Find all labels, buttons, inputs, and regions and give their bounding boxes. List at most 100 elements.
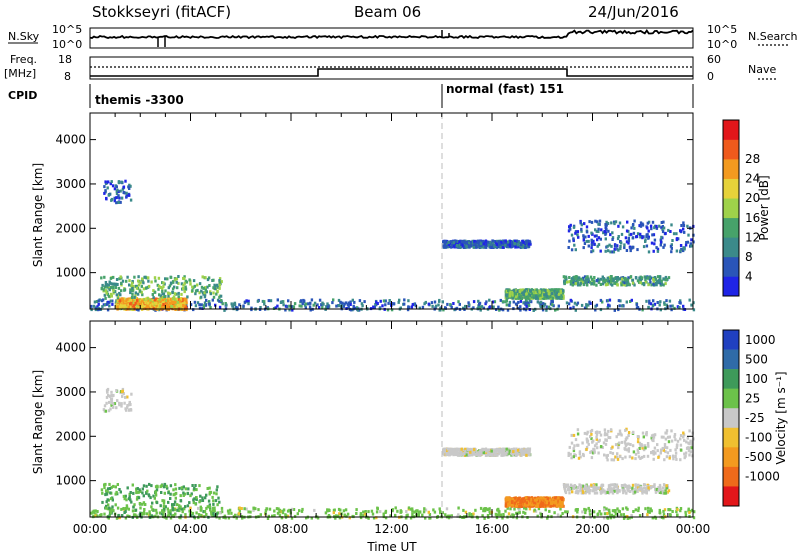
scatter-cell xyxy=(100,276,103,280)
scatter-cell xyxy=(183,277,186,281)
scatter-cell xyxy=(108,304,111,308)
scatter-cell xyxy=(109,292,113,296)
scatter-cell xyxy=(427,510,430,514)
scatter-cell xyxy=(566,280,569,284)
scatter-cell xyxy=(574,230,578,234)
scatter-cell xyxy=(502,242,506,246)
scatter-cell xyxy=(324,511,328,515)
scatter-cell xyxy=(104,506,108,510)
scatter-cell xyxy=(141,491,144,495)
scatter-cell xyxy=(195,496,198,499)
scatter-cell xyxy=(564,491,568,495)
scatter-cell xyxy=(108,280,111,284)
scatter-cell xyxy=(121,389,124,393)
scatter-cell xyxy=(203,293,207,297)
scatter-cell xyxy=(508,303,511,307)
scatter-cell xyxy=(119,189,122,193)
scatter-cell xyxy=(524,243,527,247)
scatter-cell xyxy=(659,308,662,312)
scatter-cell xyxy=(513,242,516,245)
scatter-cell xyxy=(179,505,182,509)
scatter-cell xyxy=(631,236,635,240)
scatter-cell xyxy=(162,298,165,302)
scatter-cell xyxy=(126,297,129,301)
scatter-cell xyxy=(646,233,649,237)
scatter-cell xyxy=(169,492,172,496)
scatter-cell xyxy=(559,507,562,511)
scatter-cell xyxy=(649,280,652,284)
scatter-cell xyxy=(596,512,600,516)
scatter-cell xyxy=(411,514,414,518)
colorbar-block xyxy=(723,198,739,219)
scatter-cell xyxy=(103,404,107,408)
scatter-cell xyxy=(682,304,685,308)
scatter-cell xyxy=(159,286,163,289)
scatter-cell xyxy=(578,278,581,282)
scatter-cell xyxy=(205,290,208,294)
scatter-cell xyxy=(309,301,312,305)
scatter-cell xyxy=(185,280,189,284)
scatter-cell xyxy=(538,289,541,293)
scatter-cell xyxy=(151,302,154,306)
scatter-cell xyxy=(106,285,109,289)
scatter-cell xyxy=(559,291,562,295)
scatter-cell xyxy=(597,236,601,240)
scatter-cell xyxy=(134,513,137,517)
scatter-cell xyxy=(515,295,518,299)
scatter-cell xyxy=(155,302,158,305)
scatter-cell xyxy=(610,221,613,225)
scatter-cell xyxy=(177,302,180,306)
scatter-cell xyxy=(487,448,491,452)
scatter-cell xyxy=(639,235,642,239)
scatter-cell xyxy=(570,279,573,283)
scatter-cell xyxy=(620,277,624,281)
scatter-cell xyxy=(687,507,690,511)
scatter-cell xyxy=(110,198,113,202)
scatter-cell xyxy=(192,308,195,312)
scatter-cell xyxy=(582,276,585,280)
scatter-cell xyxy=(606,512,609,515)
scatter-cell xyxy=(595,234,598,238)
scatter-cell xyxy=(590,241,594,245)
scatter-cell xyxy=(109,182,112,186)
scatter-cell xyxy=(131,292,134,296)
scatter-cell xyxy=(551,296,555,300)
scatter-cell xyxy=(106,490,109,494)
scatter-cell xyxy=(596,244,599,248)
scatter-cell xyxy=(682,249,685,253)
scatter-cell xyxy=(616,237,620,241)
scatter-cell xyxy=(343,513,346,517)
scatter-cell xyxy=(174,300,177,304)
scatter-cell xyxy=(572,305,575,309)
scatter-cell xyxy=(96,510,99,513)
scatter-cell xyxy=(499,513,502,517)
scatter-cell xyxy=(172,514,175,518)
scatter-cell xyxy=(216,485,219,489)
scatter-cell xyxy=(678,306,681,309)
scatter-cell xyxy=(631,281,635,285)
scatter-cell xyxy=(119,304,122,308)
scatter-cell xyxy=(433,510,437,514)
scatter-cell xyxy=(125,279,128,283)
scatter-cell xyxy=(504,300,507,304)
scatter-cell xyxy=(194,292,197,296)
scatter-cell xyxy=(259,513,262,517)
beam-title: Beam 06 xyxy=(354,3,421,21)
scatter-cell xyxy=(617,308,620,312)
scatter-cell xyxy=(360,302,364,306)
scatter-cell xyxy=(114,283,117,287)
scatter-cell xyxy=(120,404,123,408)
scatter-cell xyxy=(496,453,499,457)
scatter-cell xyxy=(539,496,543,500)
scatter-cell xyxy=(508,449,511,453)
scatter-cell xyxy=(337,304,340,308)
scatter-cell xyxy=(110,485,113,489)
scatter-cell xyxy=(128,297,131,301)
scatter-cell xyxy=(663,301,666,305)
scatter-cell xyxy=(456,244,459,247)
scatter-cell xyxy=(282,303,285,307)
scatter-cell xyxy=(617,514,621,518)
scatter-cell xyxy=(173,492,177,496)
scatter-cell xyxy=(654,277,658,281)
scatter-cell xyxy=(564,489,567,493)
